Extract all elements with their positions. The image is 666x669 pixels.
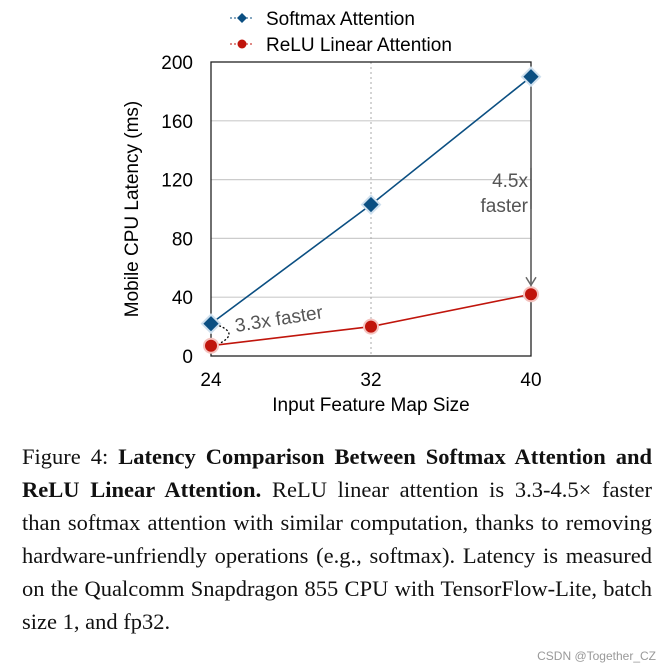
legend-label: Softmax Attention <box>266 9 415 30</box>
annotation-arrow <box>218 325 230 345</box>
caption-label: Figure 4: <box>22 444 109 469</box>
arrow-head <box>525 276 537 287</box>
data-point <box>203 337 219 354</box>
legend-label: ReLU Linear Attention <box>266 35 452 56</box>
y-tick-label: 40 <box>172 288 193 309</box>
annotation-text: 4.5x <box>492 171 528 192</box>
watermark: CSDN @Together_CZ <box>537 649 656 663</box>
legend-marker <box>237 39 247 49</box>
annotation-text: faster <box>480 196 528 217</box>
annotation-text: 3.3x faster <box>233 302 325 337</box>
y-axis-label: Mobile CPU Latency (ms) <box>122 101 143 317</box>
x-tick-label: 32 <box>360 370 381 391</box>
data-point <box>523 286 539 303</box>
y-tick-label: 80 <box>172 229 193 250</box>
data-point <box>520 66 542 88</box>
y-tick-label: 200 <box>161 53 193 74</box>
data-point <box>363 318 379 335</box>
x-tick-label: 40 <box>520 370 541 391</box>
data-point <box>360 194 382 216</box>
caption-title: Latency Comparison Between Softmax Atten… <box>22 444 652 502</box>
y-tick-label: 160 <box>161 112 193 133</box>
y-tick-label: 0 <box>182 347 193 368</box>
figure-caption: Figure 4: Latency Comparison Between Sof… <box>22 440 652 638</box>
latency-chart: 0 40 80 120 160 200 24 32 40 Input Feature Map Si… <box>122 9 542 416</box>
legend-marker <box>237 13 247 23</box>
y-tick-label: 120 <box>161 171 193 192</box>
caption-body: ReLU linear attention is 3.3-4.5× faster… <box>22 477 653 634</box>
x-axis-label: Input Feature Map Size <box>272 395 470 416</box>
data-point <box>200 313 222 335</box>
x-tick-label: 24 <box>200 370 222 391</box>
